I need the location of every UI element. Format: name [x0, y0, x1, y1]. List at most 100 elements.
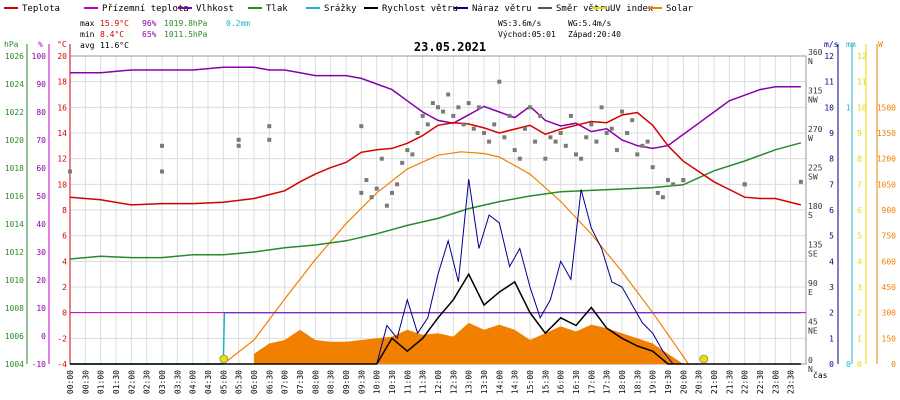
wind-direction-point	[374, 186, 379, 191]
tick-label-pct: 10	[36, 304, 46, 313]
x-axis: 00:00 00:30 01:00 01:30 02:00 02:30 03:00 03:30…	[66, 370, 828, 394]
tick-label-mm: 1	[846, 103, 851, 112]
tick-label-time: 19:30	[664, 370, 673, 394]
tick-label-ms: 4	[829, 257, 834, 266]
tick-label-time: 05:30	[235, 370, 244, 394]
tick-label-ms: 8	[829, 155, 834, 164]
wind-direction-point	[476, 105, 481, 110]
tick-label-w: 0	[891, 360, 896, 369]
tick-label-ms: 12	[824, 52, 834, 61]
wind-direction-point	[436, 105, 440, 110]
wind-direction-point	[650, 165, 655, 170]
tick-label-uv: 6	[857, 206, 862, 215]
axis-unit-hpa: hPa	[4, 40, 19, 49]
tick-label-ms: 6	[829, 206, 834, 215]
tick-label-time: 11:00	[403, 370, 412, 394]
axis-unit-pct: %	[38, 40, 43, 49]
tick-label-time: 12:00	[434, 370, 443, 394]
wind-direction-point	[507, 113, 512, 118]
tick-label-ms: 2	[829, 309, 834, 318]
stats-panel: max 15.9°C 96% 1019.8hPa 0.2mm min 8.4°C…	[80, 19, 621, 50]
tick-label-uv: 8	[857, 155, 862, 164]
wind-direction-point	[68, 169, 72, 174]
tick-label-time: 15:30	[541, 370, 550, 394]
tick-label-time: 19:00	[649, 370, 658, 394]
stat-ws: WS:3.6m/s	[498, 19, 542, 28]
tick-label-time: 15:00	[526, 370, 535, 394]
stat-sunrise: Východ:05:01	[498, 30, 556, 39]
wind-direction-point	[620, 109, 624, 114]
wind-direction-point	[410, 152, 415, 157]
tick-label-pct: -10	[32, 360, 47, 369]
tick-label-pct: 60	[36, 164, 46, 173]
tick-label-degc: -2	[57, 334, 67, 343]
wind-direction-point	[543, 156, 548, 161]
tick-label-pct: 100	[32, 52, 47, 61]
wind-direction-point	[236, 137, 241, 142]
legend-label: Směr větru	[556, 4, 610, 14]
wind-direction-point	[466, 101, 471, 106]
tick-label-dir: 360	[808, 48, 823, 57]
tick-label-degc: 16	[57, 103, 67, 112]
tick-label-time: 14:00	[495, 370, 504, 394]
wind-direction-point	[609, 126, 614, 131]
wind-direction-point	[471, 126, 476, 131]
stat-min-temp: 8.4°C	[100, 30, 124, 39]
wind-direction-point	[671, 182, 676, 187]
tick-label-hpa: 1004	[5, 360, 24, 369]
wind-direction-point	[522, 126, 527, 131]
wind-direction-point	[492, 122, 497, 127]
tick-label-mm: 0	[846, 360, 851, 369]
series-solar-measured-area	[254, 322, 684, 364]
tick-label-dir: 135	[808, 241, 823, 250]
legend-label: Solar	[666, 4, 694, 14]
legend-label: Srážky	[324, 4, 357, 14]
stat-max-label: max	[80, 19, 95, 28]
wind-direction-point	[798, 179, 803, 184]
stat-max-press: 1019.8hPa	[164, 19, 208, 28]
wind-direction-point	[364, 178, 369, 183]
tick-label-w: 1050	[877, 180, 896, 189]
legend: Teplota Přízemní teplota Vlhkost Tlak Srážky…	[4, 4, 694, 14]
tick-label-degc: 4	[62, 257, 67, 266]
legend-label: Tlak	[266, 4, 288, 14]
tick-label-degc: 20	[57, 52, 67, 61]
tick-label-time: 01:00	[97, 370, 106, 394]
tick-label-time: 00:00	[66, 370, 75, 394]
tick-label-degc: 18	[57, 78, 67, 87]
legend-label: Náraz větru	[472, 4, 532, 14]
tick-label-pct: 70	[36, 136, 46, 145]
right-axes: 0N45NE90E135SE180S225SW270W315NW360N0123…	[808, 40, 896, 374]
wind-direction-point	[267, 137, 272, 142]
wind-direction-point	[584, 135, 589, 140]
tick-label-hpa: 1022	[5, 108, 24, 117]
tick-label-time: 10:30	[388, 370, 397, 394]
tick-label-pct: 80	[36, 108, 46, 117]
tick-label-ms: 5	[829, 232, 834, 241]
axis-unit-w: W	[878, 40, 883, 49]
wind-direction-point	[369, 195, 374, 200]
series-wind-speed-line	[70, 272, 801, 365]
tick-label-uv: 0	[857, 360, 862, 369]
tick-label-dir-compass: W	[808, 134, 813, 143]
wind-direction-point	[160, 169, 164, 174]
tick-label-dir-compass: NE	[808, 327, 818, 336]
tick-label-uv: 9	[857, 129, 862, 138]
tick-label-hpa: 1014	[5, 220, 24, 229]
wind-direction-point	[655, 190, 660, 195]
tick-label-pct: 0	[41, 332, 46, 341]
wind-direction-point	[425, 122, 430, 127]
tick-label-uv: 3	[857, 283, 862, 292]
tick-label-time: 10:00	[373, 370, 382, 394]
tick-label-time: 03:30	[173, 370, 182, 394]
tick-label-uv: 7	[857, 180, 862, 189]
tick-label-pct: 90	[36, 80, 46, 89]
tick-label-dir-compass: N	[808, 57, 813, 66]
wind-direction-point	[487, 139, 492, 144]
wind-direction-point	[482, 131, 486, 135]
stat-avg-label: avg	[80, 41, 95, 50]
tick-label-w: 450	[882, 283, 897, 292]
wind-direction-point	[384, 203, 389, 208]
tick-label-hpa: 1008	[5, 304, 24, 313]
left-axes: 1004100610081010101210141016101810201022…	[4, 40, 71, 369]
